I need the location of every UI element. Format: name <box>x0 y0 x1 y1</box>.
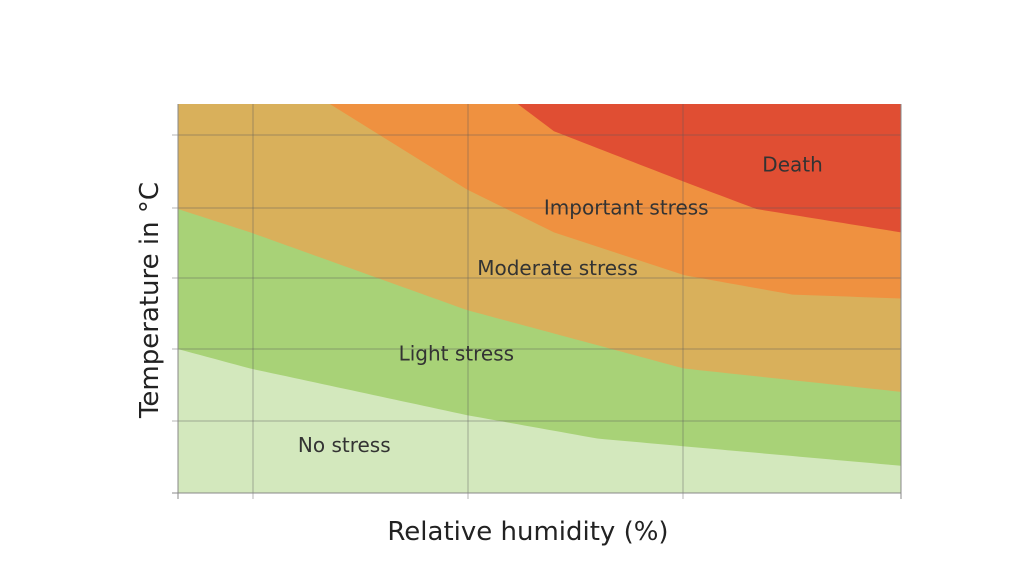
zone-label-death: Death <box>762 153 822 177</box>
grid-lines <box>172 104 902 499</box>
zone-label-important-stress: Important stress <box>544 196 709 220</box>
y-axis-title: Temperature in °C <box>135 182 165 419</box>
zone-labels: No stress Light stress Moderate stress Impo… <box>298 153 823 457</box>
zone-no-stress <box>178 349 901 493</box>
x-axis-title: Relative humidity (%) <box>387 517 668 547</box>
stress-zones <box>178 104 901 493</box>
zone-label-moderate-stress: Moderate stress <box>477 256 638 280</box>
zone-label-light-stress: Light stress <box>399 341 514 365</box>
zone-label-no-stress: No stress <box>298 433 391 457</box>
